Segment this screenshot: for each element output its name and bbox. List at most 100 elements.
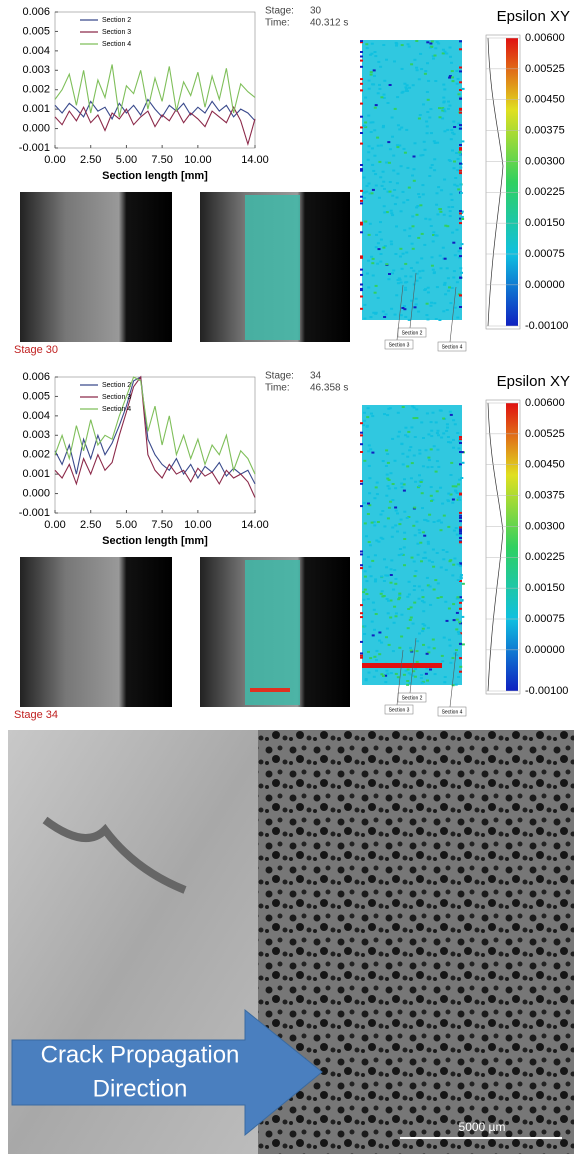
strain-speckle [436, 582, 440, 585]
strain-speckle [396, 96, 400, 99]
strain-speckle [452, 619, 456, 622]
strain-speckle [367, 286, 371, 289]
strain-speckle [408, 682, 412, 685]
strain-speckle [459, 66, 462, 69]
strain-speckle [415, 69, 419, 72]
strain-speckle [439, 529, 443, 532]
strain-speckle [429, 494, 433, 497]
strain-speckle [406, 627, 410, 630]
strain-speckle [385, 449, 389, 452]
strain-speckle [419, 154, 423, 157]
strain-speckle [459, 438, 462, 441]
strain-speckle [421, 596, 425, 599]
strain-speckle [360, 451, 363, 453]
strain-speckle [459, 40, 462, 43]
strain-speckle [391, 214, 395, 217]
strain-speckle [445, 423, 449, 426]
strain-speckle [452, 563, 456, 566]
strain-speckle [418, 449, 422, 452]
strain-speckle [459, 192, 463, 194]
strain-speckle [438, 208, 442, 211]
section-tag-label: Section 2 [402, 695, 423, 701]
strain-speckle [360, 164, 363, 166]
x-axis-label: Section length [mm] [102, 170, 208, 182]
strain-speckle [378, 231, 382, 233]
section-line [396, 284, 404, 341]
time-key: Time: [265, 383, 290, 394]
strain-speckle [403, 82, 407, 85]
strain-speckle [424, 70, 428, 73]
strain-speckle [360, 289, 363, 292]
strain-speckle [425, 120, 429, 123]
strain-speckle [460, 599, 464, 602]
strain-speckle [442, 514, 446, 517]
strain-speckle [367, 259, 370, 262]
strain-speckle [360, 195, 363, 198]
strain-speckle [360, 654, 363, 657]
strain-speckle [455, 628, 459, 631]
strain-speckle [418, 270, 422, 273]
strain-speckle [396, 282, 400, 285]
strain-speckle [367, 444, 371, 447]
strain-speckle [386, 453, 390, 455]
strain-speckle [379, 253, 383, 255]
y-tick-label: 0.001 [22, 468, 50, 480]
strain-speckle [412, 524, 416, 527]
strain-speckle [413, 575, 417, 578]
strain-speckle [360, 307, 363, 310]
strain-speckle [430, 301, 433, 304]
strain-speckle [455, 597, 459, 600]
camera-image [20, 192, 172, 342]
strain-speckle [415, 272, 419, 275]
strain-speckle [456, 77, 460, 80]
strain-speckle [369, 73, 373, 76]
strain-speckle [424, 556, 428, 559]
strain-speckle [431, 638, 435, 641]
strain-speckle [376, 521, 380, 523]
strain-speckle [405, 87, 409, 90]
strain-speckle [409, 477, 413, 480]
strain-speckle [432, 565, 436, 568]
strain-speckle [385, 598, 389, 600]
strain-speckle [404, 426, 408, 429]
strain-speckle [459, 70, 462, 73]
strain-speckle [452, 167, 456, 170]
strain-speckle [384, 574, 388, 577]
strain-speckle [375, 539, 379, 542]
strain-speckle [421, 193, 425, 196]
strain-speckle [420, 68, 424, 71]
strain-speckle [382, 205, 386, 208]
strain-speckle [428, 175, 432, 177]
strain-speckle [375, 649, 379, 652]
strain-speckle [427, 651, 431, 654]
stage-value: 34 [310, 371, 322, 382]
strain-speckle [369, 575, 373, 578]
strain-speckle [403, 308, 407, 311]
strain-speckle [459, 580, 462, 582]
legend-label: Section 4 [102, 41, 131, 48]
strain-speckle [389, 568, 393, 571]
strain-speckle [360, 616, 363, 619]
strain-speckle [360, 256, 363, 259]
strain-speckle [388, 84, 392, 86]
strain-speckle [388, 148, 392, 151]
strain-speckle [420, 681, 424, 684]
strain-speckle [371, 274, 375, 277]
strain-speckle [360, 434, 363, 437]
strain-speckle [386, 477, 390, 480]
legend-label: Section 2 [102, 382, 131, 389]
strain-speckle [457, 496, 461, 499]
series-line [54, 64, 256, 118]
strain-speckle [408, 235, 412, 238]
strain-speckle [409, 275, 413, 278]
strain-speckle [416, 553, 420, 556]
strain-speckle [365, 272, 369, 275]
strain-speckle [392, 169, 396, 172]
strain-speckle [406, 595, 410, 598]
strain-speckle [436, 213, 440, 216]
strain-speckle [432, 57, 435, 60]
strain-speckle [389, 240, 393, 243]
strain-speckle [379, 221, 382, 224]
strain-speckle [373, 74, 376, 77]
